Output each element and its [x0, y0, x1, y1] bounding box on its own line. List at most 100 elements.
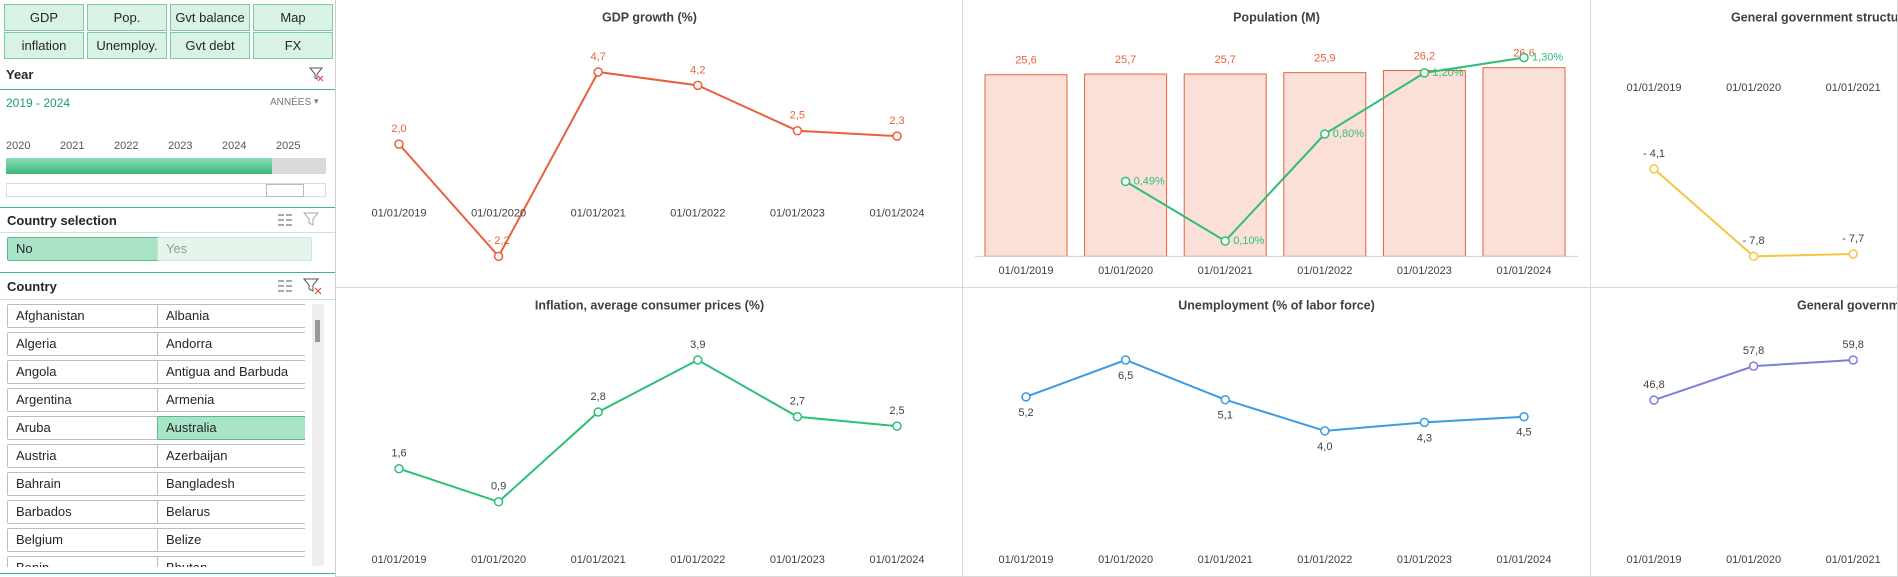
x-tick-label: 01/01/2022 — [670, 207, 725, 219]
chart: Inflation, average consumer prices (%) 1,… — [371, 298, 924, 566]
data-point — [1120, 176, 1131, 187]
country-item[interactable]: Armenia — [157, 388, 305, 412]
data-point — [1748, 251, 1759, 262]
data-point — [394, 463, 404, 474]
value-label: 4,3 — [1417, 432, 1432, 444]
value-label: 25,9 — [1314, 53, 1335, 65]
series-line — [398, 70, 898, 259]
x-tick-label: 01/01/2019 — [1626, 82, 1681, 94]
x-tick-label: 01/01/2022 — [670, 554, 725, 566]
slicer-icons[interactable] — [276, 211, 324, 229]
nav-button[interactable]: Map — [253, 4, 333, 31]
value-label: 0,9 — [491, 481, 506, 493]
timeline-label: 2022 — [114, 140, 139, 152]
option-button[interactable]: No — [7, 237, 162, 261]
chart: General government structu - 4,1 - 7,8 - 7,… — [1626, 10, 1897, 262]
series-line — [398, 358, 898, 503]
country-item[interactable]: Austria — [7, 444, 162, 468]
scrollbar[interactable] — [312, 304, 324, 566]
year-range: 2019 - 2024 — [6, 96, 71, 110]
country-item[interactable]: Belize — [157, 528, 305, 552]
country-item[interactable]: Bangladesh — [157, 472, 305, 496]
nav-button[interactable]: GDP — [4, 4, 84, 31]
timeline-selection[interactable] — [6, 158, 272, 174]
data-point — [892, 421, 902, 431]
sidebar: GDP Pop. Gvt balance Map inflation Unemploy. G… — [0, 0, 336, 577]
value-label: 4,0 — [1317, 441, 1332, 453]
country-item[interactable]: Aruba — [7, 416, 162, 440]
country-item[interactable]: Bahrain — [7, 472, 162, 496]
value-label: 2,5 — [790, 110, 805, 122]
country-item[interactable]: Angola — [7, 360, 162, 384]
x-tick-label: 01/01/2021 — [1826, 82, 1881, 94]
value-label: - 7,8 — [1743, 235, 1765, 247]
country-item[interactable]: Albania — [157, 304, 305, 328]
country-item[interactable]: Belgium — [7, 528, 162, 552]
slicer-icons[interactable] — [276, 277, 324, 295]
value-label: 0,80% — [1333, 128, 1364, 140]
x-tick-label: 01/01/2024 — [1496, 265, 1551, 277]
data-point — [1419, 417, 1430, 428]
country-item[interactable]: Afghanistan — [7, 304, 162, 328]
x-tick-label: 01/01/2020 — [1098, 265, 1153, 277]
timeline-label: 2025 — [276, 140, 301, 152]
country-item[interactable]: Barbados — [7, 500, 162, 524]
option-button[interactable]: Yes — [157, 237, 312, 261]
nav-button[interactable]: Gvt balance — [170, 4, 250, 31]
nav-button[interactable]: FX — [253, 32, 333, 59]
data-point — [1320, 426, 1330, 436]
chart-panel: General governm 46,8 57,8 59,8 01/01/2019 01/… — [1591, 288, 1898, 577]
country-item[interactable]: Belarus — [157, 500, 305, 524]
x-tick-label: 01/01/2023 — [1397, 265, 1452, 277]
country-item[interactable]: Australia — [157, 416, 305, 440]
value-label: 59,8 — [1842, 339, 1863, 351]
x-tick-label: 01/01/2021 — [1198, 265, 1253, 277]
value-label: 2,7 — [790, 396, 805, 408]
data-point — [1519, 52, 1529, 63]
country-item[interactable]: Azerbaijan — [157, 444, 305, 468]
country-list: Afghanistan Albania Algeria Andorra Angola An… — [0, 300, 305, 567]
x-tick-label: 01/01/2022 — [1297, 554, 1352, 566]
data-point — [1419, 68, 1430, 78]
x-tick-label: 01/01/2019 — [998, 554, 1053, 566]
nav-button[interactable]: Gvt debt — [170, 32, 250, 59]
nav-button[interactable]: inflation — [4, 32, 84, 59]
divider — [0, 573, 335, 574]
value-label: 57,8 — [1743, 345, 1764, 357]
x-tick-label: 01/01/2024 — [1496, 554, 1551, 566]
timeline-scrollbar[interactable] — [6, 183, 326, 197]
slicer-title: Year — [6, 67, 34, 82]
country-item[interactable]: Benin — [7, 556, 162, 567]
nav-button[interactable]: Pop. — [87, 4, 167, 31]
value-label: 1,20% — [1432, 67, 1463, 79]
chart: Unemployment (% of labor force) 5,2 6,5 5,1… — [998, 298, 1551, 566]
time-unit[interactable]: ANNÉES — [270, 97, 312, 108]
data-point — [1848, 249, 1858, 259]
country-item[interactable]: Argentina — [7, 388, 162, 412]
bar — [1482, 67, 1566, 257]
data-point — [693, 355, 703, 365]
data-point — [1220, 394, 1230, 405]
data-point — [1848, 355, 1858, 365]
country-item[interactable]: Algeria — [7, 332, 162, 356]
bar — [984, 74, 1068, 257]
filter-icon[interactable] — [308, 66, 324, 82]
x-tick-label: 01/01/2021 — [571, 207, 626, 219]
data-point — [1120, 355, 1131, 365]
data-point — [394, 139, 404, 149]
data-point — [1320, 129, 1330, 139]
x-tick-label: 01/01/2019 — [371, 207, 426, 219]
country-item[interactable]: Andorra — [157, 332, 305, 356]
value-label: 1,30% — [1532, 52, 1563, 64]
scroll-thumb[interactable] — [315, 320, 320, 342]
data-point — [792, 126, 803, 136]
chart-title: General governm — [1797, 298, 1898, 312]
dropdown-arrow[interactable]: ▾ — [314, 96, 319, 106]
nav-button[interactable]: Unemploy. — [87, 32, 167, 59]
divider — [0, 207, 335, 208]
value-label: 1,6 — [391, 448, 406, 460]
country-item[interactable]: Antigua and Barbuda — [157, 360, 305, 384]
scroll-thumb[interactable] — [266, 184, 304, 197]
country-item[interactable]: Bhutan — [157, 556, 305, 567]
x-tick-label: 01/01/2023 — [770, 207, 825, 219]
